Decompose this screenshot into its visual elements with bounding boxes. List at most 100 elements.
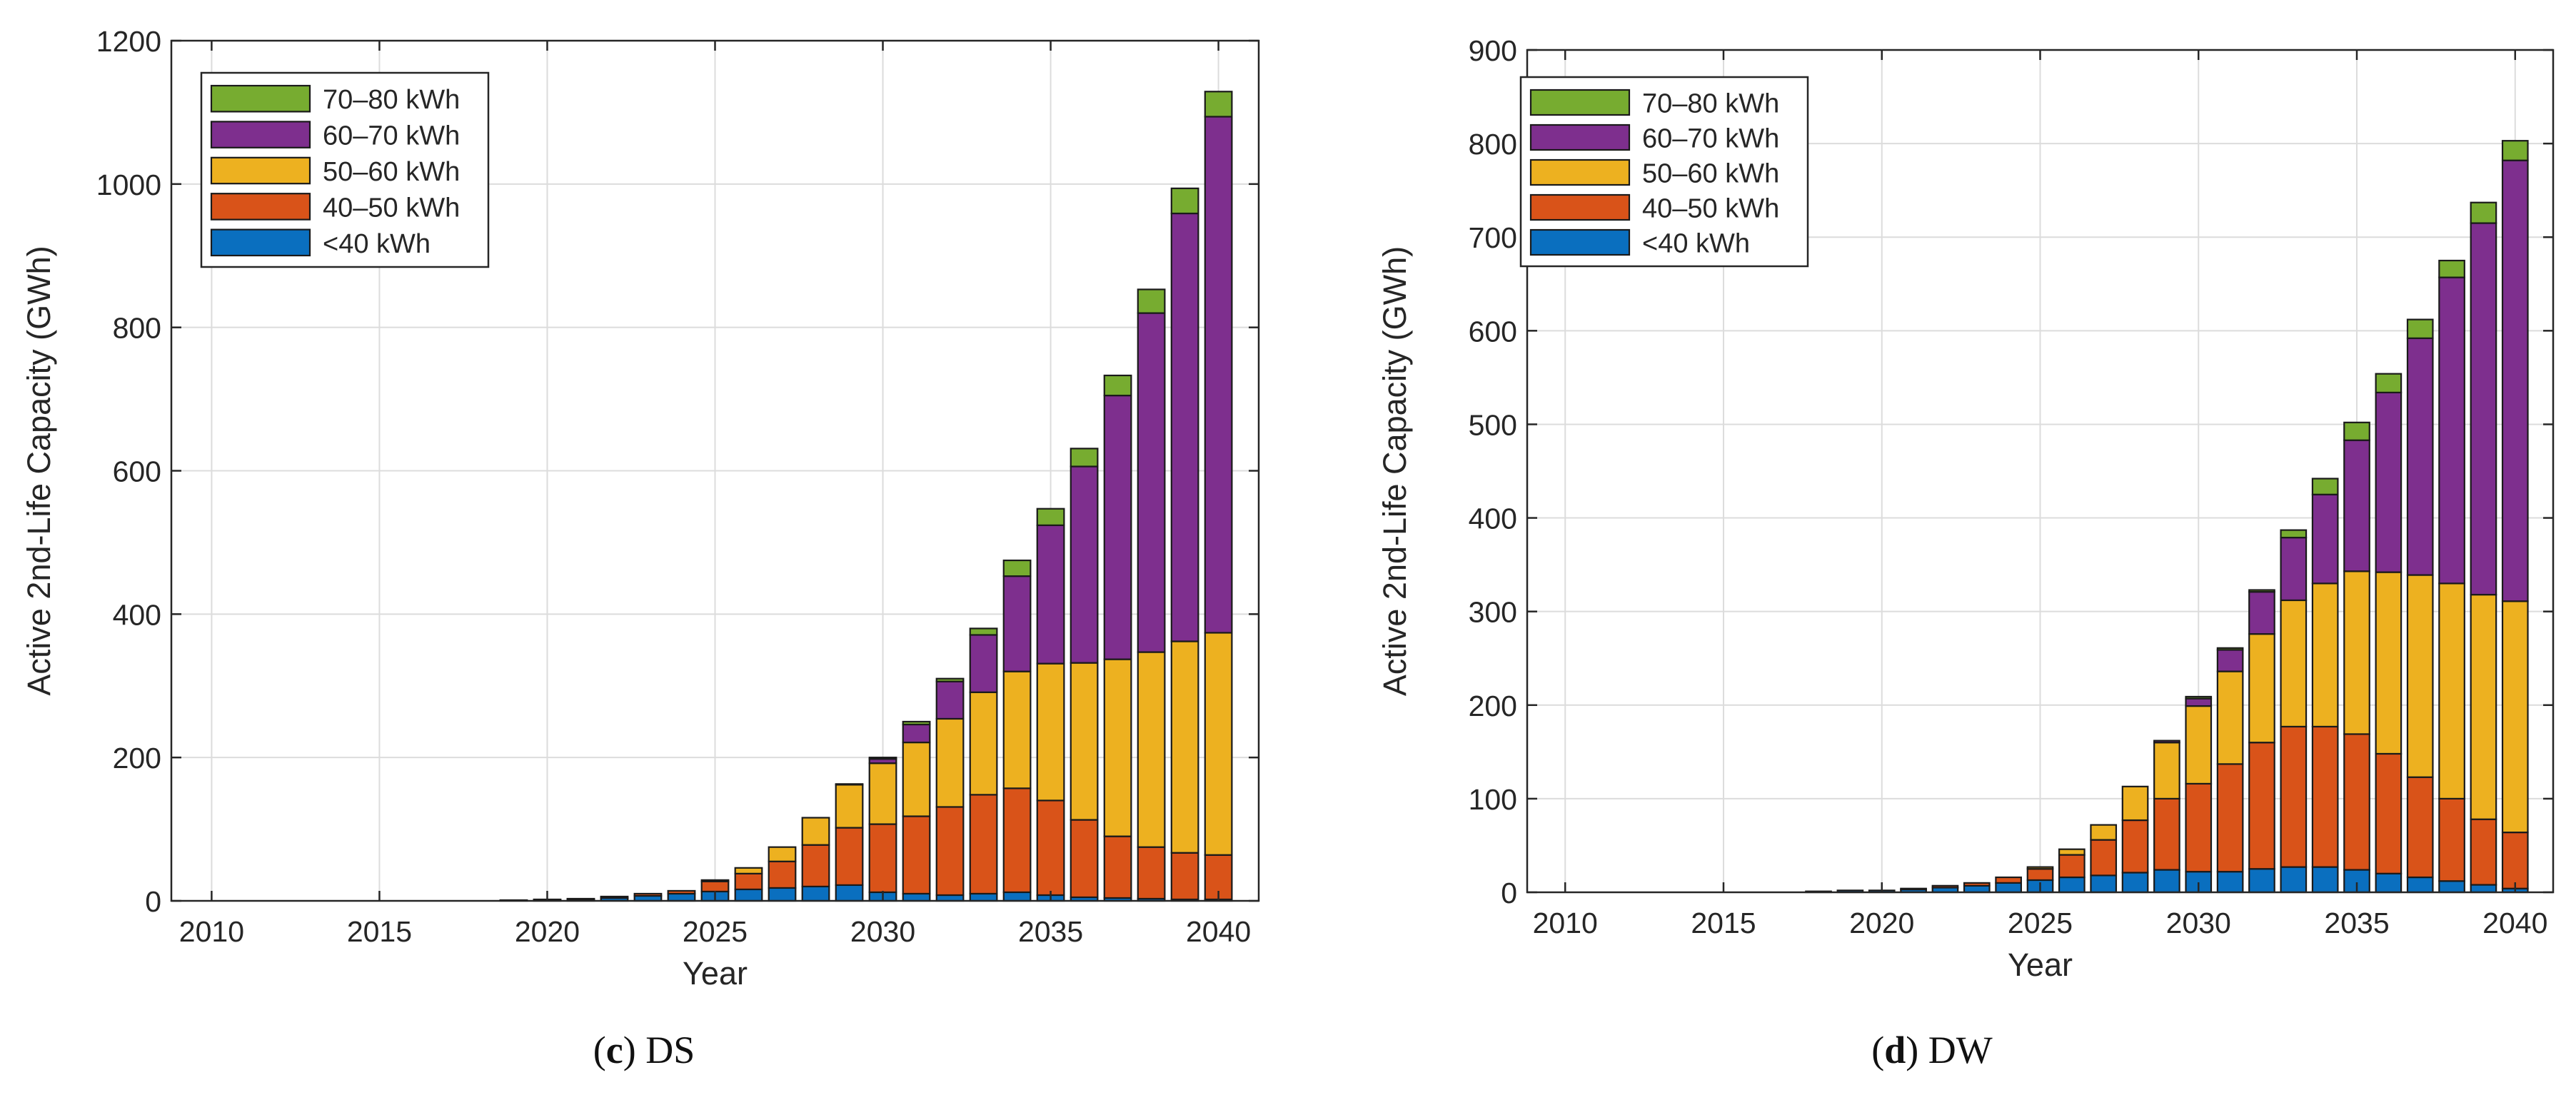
x-tick-label: 2020 — [1849, 907, 1914, 939]
bar-segment — [2311, 582, 2339, 728]
bar-segment — [835, 884, 864, 902]
x-tick-label: 2020 — [515, 915, 580, 948]
y-tick-label: 200 — [1469, 690, 1517, 722]
bar-segment — [1002, 575, 1032, 672]
bar-segment — [902, 892, 931, 902]
y-tick-label: 0 — [1501, 877, 1517, 909]
bar-segment — [2026, 868, 2054, 882]
bar-segment — [868, 757, 897, 760]
legend-swatch — [1529, 228, 1631, 256]
bar-segment — [2501, 140, 2529, 161]
bar-segment — [1036, 799, 1065, 897]
bar-segment — [2280, 529, 2308, 539]
bar-segment — [1103, 658, 1132, 837]
bar-segment — [2185, 695, 2213, 700]
bar-segment — [2311, 493, 2339, 585]
legend-label: <40 kWh — [323, 229, 431, 259]
y-tick-label: 1000 — [96, 168, 161, 201]
bar-segment — [2375, 752, 2403, 874]
bar-segment — [2058, 854, 2086, 879]
bar-segment — [2026, 866, 2054, 870]
x-tick-label: 2015 — [347, 915, 412, 948]
bar-segment — [633, 892, 663, 897]
bar-segment — [1070, 662, 1099, 821]
bar-segment — [2406, 776, 2434, 879]
bar-segment — [2470, 884, 2497, 894]
bar-segment — [2375, 872, 2403, 894]
bar-segment — [2311, 866, 2339, 894]
bar-segment — [768, 846, 797, 862]
bar-segment — [868, 762, 897, 825]
bar-segment — [2185, 705, 2213, 785]
legend-swatch — [1529, 158, 1631, 186]
bar-segment — [902, 741, 931, 817]
bar-segment — [1170, 187, 1199, 215]
bar-segment — [1204, 116, 1233, 634]
bar-segment — [768, 887, 797, 902]
panel-dw: 0 100 200 300 400 500 600 700 800 900 2010 2015 2020… — [1288, 0, 2576, 1110]
legend-swatch — [210, 193, 311, 221]
bar-segment — [2438, 259, 2465, 278]
bar-segment — [600, 895, 629, 899]
caption-ds-label: c — [605, 1029, 623, 1071]
bar-segment — [2216, 670, 2244, 765]
bar-segment — [2406, 318, 2434, 339]
bar-segment — [1204, 91, 1233, 118]
legend-label: 60–70 kWh — [323, 121, 460, 151]
bar-segment — [1170, 640, 1199, 854]
bar-segment — [2343, 733, 2370, 871]
bar-segment — [935, 680, 965, 720]
y-tick-label: 200 — [113, 742, 161, 775]
bar-segment — [835, 827, 864, 887]
bar-segment — [1002, 559, 1032, 577]
bar-segment — [2216, 647, 2244, 651]
x-tick-label: 2025 — [683, 915, 748, 948]
bar-segment — [969, 691, 998, 796]
bar-segment — [2343, 421, 2370, 441]
x-tick-label: 2035 — [1018, 915, 1083, 948]
legend-label: <40 kWh — [1642, 229, 1750, 259]
bar-segment — [2216, 763, 2244, 873]
bar-segment — [1137, 846, 1166, 900]
bar-segment — [1103, 394, 1132, 660]
bar-segment — [1036, 662, 1065, 802]
bar-segment — [2248, 633, 2275, 744]
bar-segment — [2248, 868, 2275, 894]
bar-segment — [2375, 571, 2403, 755]
x-tick-label: 2035 — [2324, 907, 2389, 939]
legend-swatch — [210, 121, 311, 148]
bar-segment — [2153, 797, 2180, 871]
bar-segment — [801, 817, 830, 846]
legend-label: 60–70 kWh — [1642, 124, 1779, 154]
y-tick-label: 400 — [1469, 503, 1517, 535]
legend-swatch — [210, 84, 311, 113]
x-tick-label: 2030 — [850, 915, 915, 948]
bar-segment — [969, 634, 998, 693]
bar-segment — [2058, 876, 2086, 894]
bar-segment — [2153, 740, 2180, 744]
bar-segment — [2090, 839, 2118, 877]
bar-segment — [2501, 159, 2529, 602]
y-axis-label: Active 2nd-Life Capacity (GWh) — [1377, 246, 1413, 696]
bar-segment — [2311, 725, 2339, 868]
legend-swatch — [210, 228, 311, 257]
chart-dw: 0 100 200 300 400 500 600 700 800 900 2010 2015 2020… — [1377, 34, 2555, 983]
y-tick-label: 0 — [145, 885, 161, 918]
x-tick-label: 2025 — [2008, 907, 2073, 939]
bar-segment — [1204, 632, 1233, 856]
legend: 70–80 kWh 60–70 kWh 50–60 kWh 40–50 kWh <40 … — [1519, 76, 1809, 268]
bar-segment — [801, 844, 830, 888]
bar-segment — [902, 815, 931, 895]
legend-swatch — [210, 156, 311, 185]
caption-ds-text: DS — [635, 1029, 695, 1071]
bar-segment — [2216, 871, 2244, 894]
bar-segment — [1070, 465, 1099, 664]
bar-segment — [2311, 478, 2339, 495]
bar-segment — [2438, 276, 2465, 585]
bar-segment — [969, 892, 998, 902]
y-tick-label: 800 — [113, 312, 161, 345]
chart-ds: 0 200 400 600 800 1000 1200 2010 2015 2020 2025 203… — [21, 25, 1260, 992]
bar-segment — [2280, 536, 2308, 602]
bar-segment — [2121, 872, 2149, 894]
bar-segment — [2248, 591, 2275, 635]
